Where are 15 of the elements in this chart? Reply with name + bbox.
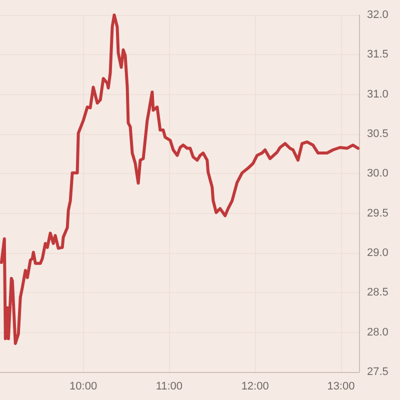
- x-tick-label: 13:00: [327, 380, 355, 392]
- y-tick-label: 30.0: [367, 168, 388, 180]
- y-tick-label: 29.5: [367, 207, 388, 220]
- y-tick-label: 27.5: [367, 366, 388, 378]
- y-tick-label: 31.5: [367, 48, 388, 61]
- y-tick-label: 28.0: [367, 326, 388, 338]
- x-tick-label: 10:00: [70, 380, 98, 392]
- x-tick-label: 11:00: [156, 380, 183, 392]
- line-series: [0, 14, 360, 345]
- y-tick-label: 30.5: [367, 128, 388, 140]
- y-tick-label: 28.5: [367, 286, 388, 299]
- y-tick-label: 29.0: [367, 247, 388, 259]
- y-tick-label: 31.0: [367, 88, 388, 100]
- y-tick-label: 32.0: [367, 9, 388, 21]
- x-tick-label: 12:00: [241, 380, 269, 392]
